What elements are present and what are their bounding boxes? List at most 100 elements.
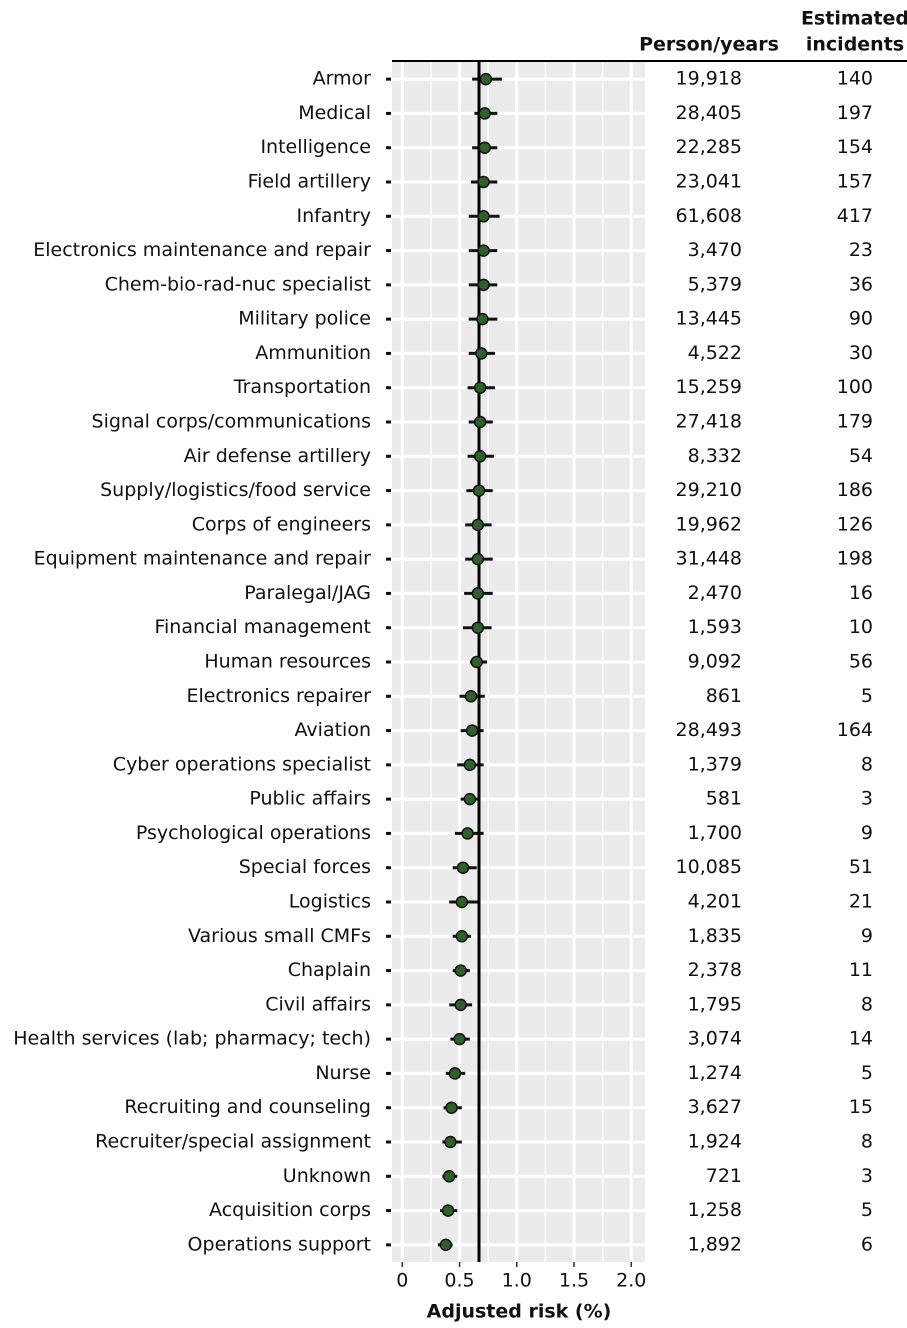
point [456, 861, 470, 874]
person-years: 861 [706, 685, 742, 707]
incidents: 56 [849, 651, 873, 673]
point [473, 415, 487, 429]
point [470, 655, 483, 669]
category-label: Chem-bio-rad-nuc specialist [105, 273, 371, 295]
category-label: Intelligence [260, 136, 371, 158]
person-years: 19,962 [676, 513, 742, 535]
category-label: Electronics maintenance and repair [33, 239, 371, 261]
incidents: 90 [849, 308, 873, 330]
incidents: 3 [861, 1165, 873, 1187]
person-years: 1,892 [688, 1233, 742, 1255]
person-years: 1,700 [688, 822, 742, 844]
person-years: 23,041 [676, 171, 742, 193]
person-years: 1,795 [688, 993, 742, 1015]
point [473, 381, 487, 394]
category-label: Supply/logistics/food service [100, 479, 371, 501]
incidents: 14 [849, 1028, 873, 1050]
incidents: 8 [861, 1131, 873, 1153]
point [477, 278, 490, 292]
person-years: 3,074 [688, 1028, 742, 1050]
incidents: 16 [849, 582, 873, 604]
category-label: Electronics repairer [186, 685, 371, 707]
point [439, 1238, 453, 1252]
incidents: 198 [837, 548, 873, 570]
point [479, 72, 493, 86]
category-label: Chaplain [288, 959, 371, 981]
person-years: 5,379 [688, 273, 742, 295]
person-years: 15,259 [676, 376, 742, 398]
person-years: 2,378 [688, 959, 742, 981]
person-years: 3,470 [688, 239, 742, 261]
point [445, 1101, 458, 1114]
incidents: 8 [861, 993, 873, 1015]
incidents: 5 [861, 1199, 873, 1221]
point [472, 484, 486, 497]
person-years: 28,405 [676, 102, 742, 124]
incidents: 21 [849, 891, 873, 913]
incidents: 5 [861, 1062, 873, 1084]
point [448, 1067, 462, 1080]
point [454, 964, 467, 977]
category-label: Special forces [239, 856, 371, 878]
category-label: Paralegal/JAG [244, 582, 371, 604]
incidents: 10 [849, 616, 873, 638]
point [477, 175, 490, 189]
incidents: 9 [861, 925, 873, 947]
point [475, 347, 488, 360]
point [471, 552, 485, 566]
incidents: 8 [861, 753, 873, 775]
category-label: Psychological operations [136, 822, 371, 844]
point [461, 827, 474, 840]
point [463, 758, 477, 772]
incidents: 140 [837, 68, 873, 90]
category-label: Public affairs [249, 788, 371, 810]
point [444, 1135, 457, 1149]
category-label: Financial management [154, 616, 371, 638]
incidents: 179 [837, 411, 873, 433]
incidents: 126 [837, 513, 873, 535]
person-years: 29,210 [676, 479, 742, 501]
category-label: Transportation [233, 376, 371, 398]
person-years: 9,092 [688, 651, 742, 673]
point [465, 724, 479, 737]
incidents-header: incidents [806, 34, 904, 56]
x-tick-label: 0.5 [444, 1270, 474, 1292]
incidents: 11 [849, 959, 873, 981]
x-tick-label: 1.0 [502, 1270, 532, 1292]
category-label: Infantry [296, 205, 371, 227]
person-years: 2,470 [688, 582, 742, 604]
incidents: 36 [849, 273, 873, 295]
point [464, 690, 478, 703]
category-label: Medical [298, 102, 371, 124]
incidents: 164 [837, 719, 873, 741]
category-label: Corps of engineers [192, 513, 371, 535]
point [478, 107, 491, 120]
category-label: Logistics [289, 891, 371, 913]
category-label: Field artillery [248, 171, 371, 193]
person-years: 4,201 [688, 891, 742, 913]
point [463, 792, 477, 806]
point [477, 210, 490, 223]
point [453, 1032, 466, 1046]
person-years: 10,085 [676, 856, 742, 878]
person-years: 19,918 [676, 68, 742, 90]
person-years: 27,418 [676, 411, 742, 433]
incidents: 23 [849, 239, 873, 261]
incidents: 3 [861, 788, 873, 810]
point [471, 587, 485, 600]
category-label: Human resources [204, 651, 371, 673]
category-label: Military police [238, 308, 371, 330]
person-years: 721 [706, 1165, 742, 1187]
person-years: 31,448 [676, 548, 742, 570]
person-years: 28,493 [676, 719, 742, 741]
category-label: Acquisition corps [209, 1199, 371, 1221]
person-years: 1,274 [688, 1062, 742, 1084]
incidents: 100 [837, 376, 873, 398]
x-tick-label: 2.0 [616, 1270, 646, 1292]
incidents: 30 [849, 342, 873, 364]
person-years-header: Person/years [639, 34, 779, 56]
category-label: Recruiting and counseling [124, 1096, 371, 1118]
person-years: 1,924 [688, 1131, 742, 1153]
person-years: 4,522 [688, 342, 742, 364]
